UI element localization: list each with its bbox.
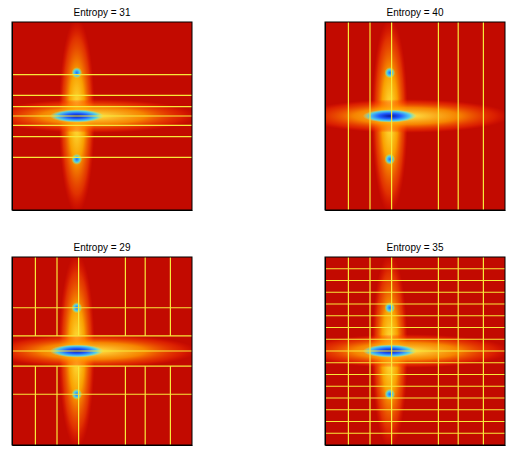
vertical-split: [438, 22, 439, 210]
horizontal-split: [325, 303, 505, 304]
panel: Entropy = 40: [302, 7, 511, 214]
horizontal-split: [325, 327, 505, 328]
horizontal-split: [325, 421, 505, 422]
vertical-split: [438, 257, 439, 445]
vertical-split: [391, 257, 392, 445]
vertical-split: [170, 257, 171, 336]
horizontal-band: [12, 334, 192, 368]
horizontal-band: [325, 334, 505, 368]
image-ground: [12, 22, 192, 210]
horizontal-split: [325, 362, 505, 363]
vertical-split: [483, 22, 484, 210]
vertical-split: [35, 366, 36, 445]
side-blob: [71, 67, 82, 78]
horizontal-split: [12, 115, 192, 116]
horizontal-split: [12, 307, 192, 308]
vertical-split: [145, 257, 146, 336]
panel: Entropy = 35: [302, 242, 511, 449]
vertical-split: [369, 257, 370, 445]
vertical-split: [483, 257, 484, 445]
side-blob: [384, 67, 395, 78]
vertical-split: [458, 257, 459, 445]
vertical-split: [391, 22, 392, 210]
horizontal-split: [12, 136, 192, 137]
horizontal-band: [325, 99, 505, 133]
image-ground: [325, 257, 505, 445]
horizontal-split: [325, 433, 505, 434]
frame: [12, 257, 192, 445]
spectrum-image: [325, 257, 505, 445]
panel-title: Entropy = 29: [74, 242, 131, 253]
horizontal-split: [12, 106, 192, 107]
panel-title: Entropy = 40: [387, 7, 444, 18]
horizontal-split: [325, 292, 505, 293]
image-ground: [12, 257, 192, 445]
horizontal-band: [12, 99, 192, 133]
vertical-split: [170, 366, 171, 445]
horizontal-split: [12, 157, 192, 158]
frame: [325, 22, 505, 210]
horizontal-split: [12, 350, 192, 351]
vertical-split: [78, 257, 79, 336]
panel: Entropy = 31: [0, 7, 197, 214]
horizontal-split: [325, 409, 505, 410]
partition-lines: [12, 75, 192, 158]
vertical-split: [125, 366, 126, 445]
horizontal-split: [325, 339, 505, 340]
vertical-split: [56, 366, 57, 445]
partition-lines: [325, 257, 505, 445]
horizontal-split: [12, 95, 192, 96]
vertical-split: [145, 366, 146, 445]
vertical-split: [458, 22, 459, 210]
spectrum-image: [325, 22, 505, 210]
horizontal-split: [12, 335, 192, 336]
horizontal-split: [325, 280, 505, 281]
horizontal-split: [325, 315, 505, 316]
vertical-split: [78, 366, 79, 445]
panel-title: Entropy = 31: [74, 7, 131, 18]
center-blob: [363, 109, 417, 122]
vertical-split: [348, 257, 349, 445]
horizontal-split: [12, 365, 192, 366]
spectrum-image: [12, 22, 192, 210]
horizontal-split: [325, 268, 505, 269]
vertical-split: [125, 257, 126, 336]
frame: [325, 257, 505, 445]
spectrum-image: [12, 257, 192, 445]
horizontal-split: [325, 386, 505, 387]
side-blob: [384, 154, 395, 165]
partition-lines: [348, 22, 483, 210]
vertical-split: [56, 257, 57, 336]
horizontal-split: [12, 74, 192, 75]
vertical-split: [369, 22, 370, 210]
horizontal-split: [12, 394, 192, 395]
panel-title: Entropy = 35: [387, 242, 444, 253]
panel: Entropy = 29: [0, 242, 197, 449]
horizontal-split: [325, 397, 505, 398]
horizontal-split: [325, 374, 505, 375]
figure: Entropy = 31 Entropy = 40 Entropy = 29 Entr…: [0, 0, 512, 465]
horizontal-split: [12, 125, 192, 126]
partition-lines: [12, 257, 192, 445]
side-blob: [71, 154, 82, 165]
vertical-split: [35, 257, 36, 336]
frame: [12, 22, 192, 210]
vertical-split: [348, 22, 349, 210]
horizontal-split: [325, 350, 505, 351]
